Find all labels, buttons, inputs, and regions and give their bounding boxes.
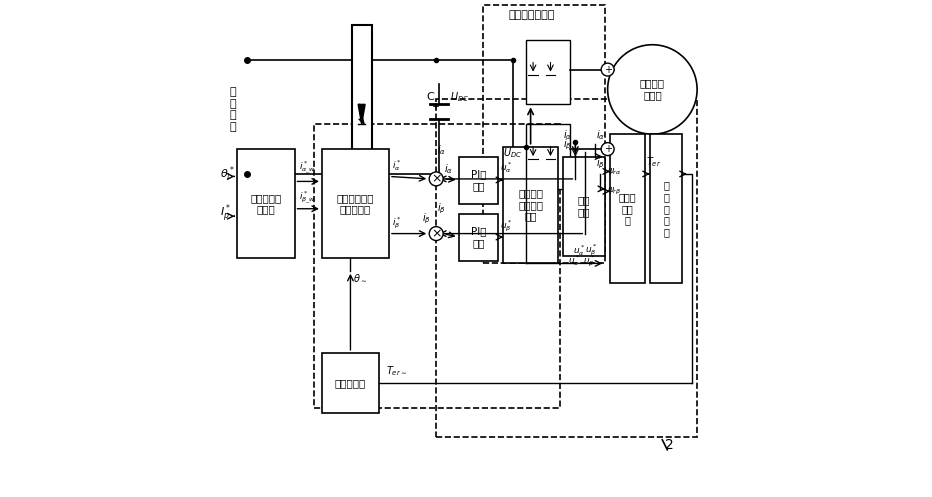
Bar xyxy=(526,124,570,189)
Text: $T_{er\sim}$: $T_{er\sim}$ xyxy=(386,364,407,378)
Text: 两个单相逆变桥: 两个单相逆变桥 xyxy=(508,10,555,20)
Bar xyxy=(459,157,499,204)
Text: $i_{\beta}$: $i_{\beta}$ xyxy=(422,212,432,226)
Text: 磁链
估计: 磁链 估计 xyxy=(578,195,590,217)
Bar xyxy=(484,5,605,263)
Bar xyxy=(563,157,605,256)
Text: 转子转
矩估
计: 转子转 矩估 计 xyxy=(619,192,637,225)
Text: ×: × xyxy=(431,172,442,185)
Text: $T_{er}$: $T_{er}$ xyxy=(646,155,661,169)
Bar xyxy=(238,149,295,258)
Text: $i_{\beta}$: $i_{\beta}$ xyxy=(437,202,446,216)
Text: $\theta_i^*$: $\theta_i^*$ xyxy=(220,164,235,184)
Text: PI调
节器: PI调 节器 xyxy=(471,227,487,248)
Text: $u_{\beta}^*$: $u_{\beta}^*$ xyxy=(585,243,597,258)
Text: $i_{\beta\_w}^*$: $i_{\beta\_w}^*$ xyxy=(298,189,315,206)
Text: 脉宽调制
及功率管
驱动: 脉宽调制 及功率管 驱动 xyxy=(518,188,543,222)
Circle shape xyxy=(601,143,614,156)
Text: $u_{\alpha}^*$: $u_{\alpha}^*$ xyxy=(573,244,585,258)
Text: $i_{\alpha}$: $i_{\alpha}$ xyxy=(563,128,572,142)
Text: $I_p^*$: $I_p^*$ xyxy=(220,203,231,225)
Bar xyxy=(322,353,379,413)
Text: $\theta_{\sim}$: $\theta_{\sim}$ xyxy=(352,273,367,284)
Text: $i_{\alpha}$: $i_{\alpha}$ xyxy=(437,143,446,157)
Text: $i_{\alpha\_w}^*$: $i_{\alpha\_w}^*$ xyxy=(298,160,316,176)
Bar xyxy=(526,40,570,104)
Circle shape xyxy=(430,227,443,241)
Text: $U_{DC}$: $U_{DC}$ xyxy=(503,147,522,161)
Text: 绕组电流预
给定器: 绕组电流预 给定器 xyxy=(251,193,281,215)
Text: 带
通
滤
波
器: 带 通 滤 波 器 xyxy=(663,180,669,237)
Polygon shape xyxy=(358,104,365,124)
Bar xyxy=(351,25,372,209)
Text: $u_{\beta}^*$: $u_{\beta}^*$ xyxy=(500,218,513,234)
Text: 2: 2 xyxy=(665,438,674,452)
Text: $\psi_{r\alpha}$: $\psi_{r\alpha}$ xyxy=(607,166,622,177)
Text: 混合式步
进电机: 混合式步 进电机 xyxy=(640,79,665,100)
Bar xyxy=(459,214,499,261)
Circle shape xyxy=(430,172,443,186)
Circle shape xyxy=(608,45,697,134)
Bar xyxy=(650,134,682,283)
Text: 绕组给定电流
相位调制器: 绕组给定电流 相位调制器 xyxy=(336,193,374,215)
Text: C: C xyxy=(426,92,434,102)
Text: $i_{\beta}$: $i_{\beta}$ xyxy=(596,157,605,171)
Text: $i_{\beta}^*$: $i_{\beta}^*$ xyxy=(392,216,402,231)
Text: ×: × xyxy=(431,227,442,240)
Text: $u_{\alpha}^*$: $u_{\alpha}^*$ xyxy=(568,253,581,268)
Text: $i_{\beta}$: $i_{\beta}$ xyxy=(563,137,571,152)
Bar xyxy=(503,147,558,263)
Text: $u_{\alpha}^*$: $u_{\alpha}^*$ xyxy=(500,160,513,175)
Circle shape xyxy=(601,63,614,76)
Text: $i_{\alpha}$: $i_{\alpha}$ xyxy=(445,162,453,176)
Text: 比例调节器: 比例调节器 xyxy=(335,378,366,388)
Text: +: + xyxy=(604,144,611,154)
Text: $u_{\beta}^*$: $u_{\beta}^*$ xyxy=(582,253,596,269)
Bar xyxy=(610,134,645,283)
Text: $i_{\alpha}$: $i_{\alpha}$ xyxy=(596,128,605,142)
Text: PI调
节器: PI调 节器 xyxy=(471,169,487,191)
Text: $U_{DC}$: $U_{DC}$ xyxy=(449,90,469,104)
Text: 交
流
电
压: 交 流 电 压 xyxy=(229,87,236,132)
Text: $i_{\alpha}^*$: $i_{\alpha}^*$ xyxy=(392,158,402,173)
Bar xyxy=(322,149,389,258)
Bar xyxy=(314,124,560,408)
Text: $\psi_{r\beta}$: $\psi_{r\beta}$ xyxy=(607,186,621,197)
Bar xyxy=(436,99,697,437)
Text: +: + xyxy=(604,65,611,75)
Text: +: + xyxy=(431,102,439,112)
